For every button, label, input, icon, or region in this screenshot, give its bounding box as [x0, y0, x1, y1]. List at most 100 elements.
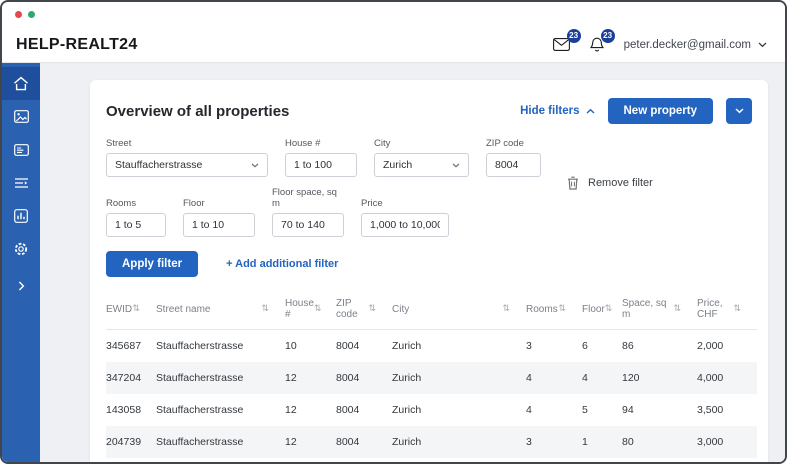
sort-icon[interactable]: ⇅: [502, 304, 510, 314]
user-menu[interactable]: peter.decker@gmail.com: [624, 39, 767, 51]
street-select[interactable]: Stauffacherstrasse: [106, 153, 268, 177]
table-cell: Stauffacherstrasse: [156, 458, 285, 463]
house-label: House #: [285, 138, 321, 149]
hide-filters-label: Hide filters: [520, 105, 580, 117]
table-row[interactable]: 347204 Stauffacherstrasse 12 8004 Zurich 4 4 12…: [106, 361, 757, 394]
table-cell: 3: [526, 339, 532, 352]
column-header-label: City: [392, 303, 410, 315]
price-input[interactable]: [361, 213, 449, 237]
city-value: Zurich: [383, 159, 413, 171]
sort-icon[interactable]: ⇅: [132, 304, 140, 314]
sidebar-item-property-card[interactable]: [2, 133, 40, 166]
zip-input[interactable]: [486, 153, 541, 177]
sort-icon[interactable]: ⇅: [733, 304, 741, 314]
column-header[interactable]: House # ⇅: [285, 292, 336, 330]
sidebar-item-requests[interactable]: [2, 166, 40, 199]
sort-icon[interactable]: ⇅: [261, 304, 269, 314]
floor-input[interactable]: [183, 213, 255, 237]
sidebar-item-gallery[interactable]: [2, 100, 40, 133]
new-property-dropdown-button[interactable]: [726, 98, 752, 124]
table-row[interactable]: 204739 Stauffacherstrasse 12 8004 Zurich 3 1 80…: [106, 425, 757, 458]
table-cell: 8004: [336, 435, 360, 448]
chevron-down-icon: [452, 163, 460, 168]
table-cell: 12: [285, 371, 297, 384]
collapse-icon: [18, 281, 25, 291]
chevron-down-icon: [251, 163, 259, 168]
sort-icon[interactable]: ⇅: [604, 304, 613, 314]
table-head-row: EWID ⇅ Street name ⇅ House # ⇅ ZIP code ⇅ City ⇅ R…: [106, 292, 757, 330]
table-cell: 1: [582, 435, 588, 448]
add-filter-link[interactable]: + Add additional filter: [226, 258, 339, 270]
sidebar-item-settings[interactable]: [2, 232, 40, 265]
sort-icon[interactable]: ⇅: [313, 304, 322, 314]
table-row[interactable]: 143058 Stauffacherstrasse 12 8004 Zurich 4 5 94…: [106, 394, 757, 426]
table-row[interactable]: 103752Stauffacherstrasse168004Zurich2376…: [106, 458, 757, 463]
street-field: Street Stauffacherstrasse: [106, 138, 268, 177]
column-header[interactable]: Street name ⇅: [156, 292, 285, 330]
sort-icon[interactable]: ⇅: [558, 304, 566, 314]
rooms-field: Rooms: [106, 198, 166, 237]
filters-panel: Street Stauffacherstrasse House #: [106, 138, 752, 237]
new-property-button[interactable]: New property: [607, 98, 713, 124]
remove-filter-label: Remove filter: [588, 177, 653, 189]
column-header[interactable]: Floor ⇅: [582, 292, 622, 330]
rooms-label: Rooms: [106, 198, 137, 209]
table-cell: 10: [285, 339, 297, 352]
table-cell: 347204: [106, 371, 142, 384]
home-icon: [13, 76, 29, 91]
table-cell: 2: [526, 458, 582, 463]
table-cell: Zurich: [392, 403, 422, 416]
window-minimize-button[interactable]: [28, 11, 35, 18]
floor-field: Floor: [183, 198, 255, 237]
top-header: HELP-REALT24 23 23 peter.decker@gmail.co…: [2, 27, 785, 63]
column-header[interactable]: City ⇅: [392, 292, 526, 330]
main-content: Overview of all properties Hide filters …: [40, 63, 785, 462]
table-cell: 12: [285, 435, 297, 448]
sidebar-collapse-button[interactable]: [2, 269, 40, 302]
chevron-down-icon: [734, 108, 744, 114]
table-cell: 5: [582, 403, 588, 416]
mail-icon: [552, 38, 570, 51]
column-header[interactable]: Price, CHF ⇅: [697, 292, 757, 330]
sidebar-item-analytics[interactable]: [2, 199, 40, 232]
remove-filter-button[interactable]: Remove filter: [567, 176, 653, 190]
table-row[interactable]: 345687 Stauffacherstrasse 10 8004 Zurich 3 6 86…: [106, 330, 757, 362]
column-header[interactable]: EWID ⇅: [106, 292, 156, 330]
house-input[interactable]: [285, 153, 357, 177]
price-label: Price: [361, 198, 383, 209]
hide-filters-link[interactable]: Hide filters: [520, 105, 594, 117]
sidebar-item-home[interactable]: [2, 67, 40, 100]
notifications-button[interactable]: 23: [589, 28, 615, 53]
table-cell: 1,500: [697, 458, 757, 463]
rooms-input[interactable]: [106, 213, 166, 237]
apply-filter-button[interactable]: Apply filter: [106, 251, 199, 277]
table-cell: 4,000: [697, 371, 724, 384]
table-cell: 345687: [106, 339, 142, 352]
table-cell: 16: [285, 458, 336, 463]
filter-row-1: Street Stauffacherstrasse House #: [106, 138, 752, 177]
column-header[interactable]: ZIP code ⇅: [336, 292, 392, 330]
table-cell: Stauffacherstrasse: [156, 371, 244, 384]
sort-icon[interactable]: ⇅: [673, 304, 681, 314]
bell-icon: [589, 37, 604, 53]
gallery-icon: [13, 110, 29, 123]
card-header-actions: Hide filters New property: [520, 98, 752, 124]
zip-label: ZIP code: [486, 138, 524, 149]
trash-icon: [567, 176, 579, 190]
window-close-button[interactable]: [15, 11, 22, 18]
city-select[interactable]: Zurich: [374, 153, 469, 177]
floor-space-input[interactable]: [272, 213, 344, 237]
mail-button[interactable]: 23: [552, 28, 581, 53]
column-header-label: Rooms: [526, 303, 558, 315]
table-cell: 94: [622, 403, 634, 416]
column-header[interactable]: Space, sq m ⇅: [622, 292, 697, 330]
sort-icon[interactable]: ⇅: [368, 304, 376, 314]
settings-icon: [13, 241, 29, 257]
chevron-up-icon: [586, 108, 595, 114]
column-header[interactable]: Rooms ⇅: [526, 292, 582, 330]
user-email: peter.decker@gmail.com: [623, 38, 751, 51]
page-title: Overview of all properties: [106, 102, 290, 120]
floor-space-field: Floor space, sq m: [272, 187, 344, 237]
table-cell: 76: [622, 458, 697, 463]
